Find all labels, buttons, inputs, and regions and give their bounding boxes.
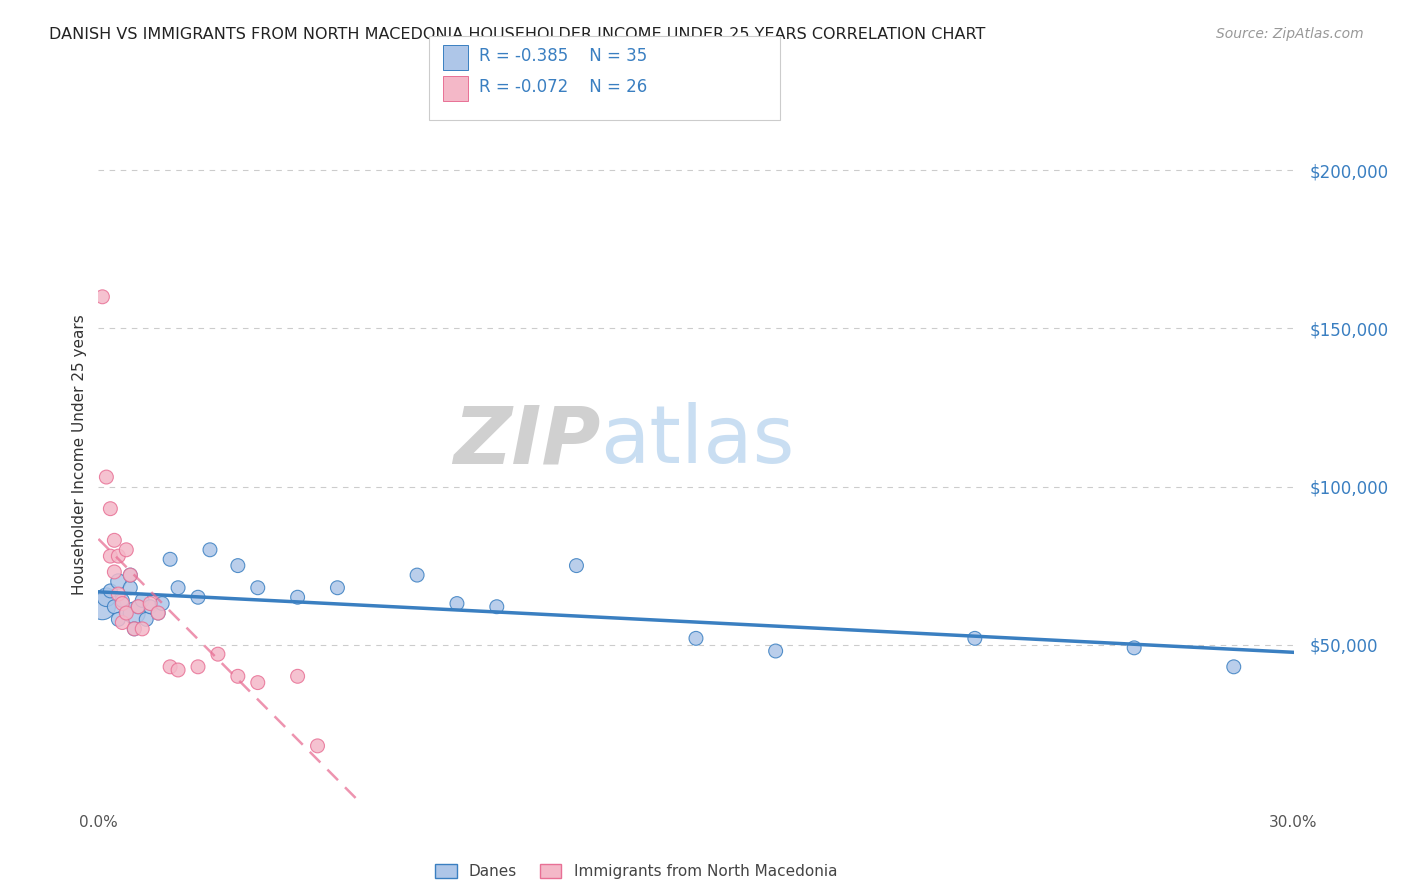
- Point: [124, 622, 146, 636]
- Point: [207, 647, 229, 661]
- Point: [187, 591, 209, 605]
- Text: R = -0.385    N = 35: R = -0.385 N = 35: [479, 47, 648, 65]
- Point: [287, 669, 309, 683]
- Point: [150, 597, 173, 611]
- Point: [131, 622, 153, 636]
- Point: [120, 581, 142, 595]
- Point: [115, 542, 138, 557]
- Text: R = -0.072    N = 26: R = -0.072 N = 26: [479, 78, 648, 95]
- Point: [1123, 640, 1146, 655]
- Point: [100, 549, 122, 563]
- Point: [1222, 660, 1246, 674]
- Point: [111, 615, 134, 630]
- Y-axis label: Householder Income Under 25 years: Householder Income Under 25 years: [72, 315, 87, 595]
- Point: [307, 739, 329, 753]
- Point: [127, 599, 149, 614]
- Point: [226, 669, 249, 683]
- Point: [120, 568, 142, 582]
- Point: [96, 470, 118, 484]
- Point: [246, 581, 269, 595]
- Text: DANISH VS IMMIGRANTS FROM NORTH MACEDONIA HOUSEHOLDER INCOME UNDER 25 YEARS CORR: DANISH VS IMMIGRANTS FROM NORTH MACEDONI…: [49, 27, 986, 42]
- Text: atlas: atlas: [600, 402, 794, 480]
- Point: [131, 593, 153, 607]
- Point: [91, 599, 114, 614]
- Point: [111, 593, 134, 607]
- Text: Source: ZipAtlas.com: Source: ZipAtlas.com: [1216, 27, 1364, 41]
- Point: [139, 597, 162, 611]
- Point: [226, 558, 249, 573]
- Point: [103, 533, 125, 548]
- Text: ZIP: ZIP: [453, 402, 600, 480]
- Point: [963, 632, 986, 646]
- Point: [485, 599, 508, 614]
- Point: [103, 565, 125, 579]
- Point: [124, 622, 146, 636]
- Point: [115, 606, 138, 620]
- Point: [148, 606, 170, 620]
- Point: [111, 597, 134, 611]
- Point: [765, 644, 787, 658]
- Point: [159, 660, 181, 674]
- Point: [187, 660, 209, 674]
- Point: [135, 612, 157, 626]
- Point: [246, 675, 269, 690]
- Point: [127, 599, 149, 614]
- Point: [107, 549, 129, 563]
- Point: [103, 599, 125, 614]
- Point: [124, 606, 146, 620]
- Point: [287, 591, 309, 605]
- Point: [107, 587, 129, 601]
- Point: [685, 632, 707, 646]
- Legend: Danes, Immigrants from North Macedonia: Danes, Immigrants from North Macedonia: [429, 858, 844, 886]
- Point: [120, 568, 142, 582]
- Point: [198, 542, 221, 557]
- Point: [107, 574, 129, 589]
- Point: [326, 581, 349, 595]
- Point: [446, 597, 468, 611]
- Point: [565, 558, 588, 573]
- Point: [96, 591, 118, 605]
- Point: [406, 568, 429, 582]
- Point: [167, 663, 190, 677]
- Point: [91, 290, 114, 304]
- Point: [148, 606, 170, 620]
- Point: [115, 606, 138, 620]
- Point: [107, 612, 129, 626]
- Point: [100, 501, 122, 516]
- Point: [100, 583, 122, 598]
- Point: [167, 581, 190, 595]
- Point: [139, 599, 162, 614]
- Point: [159, 552, 181, 566]
